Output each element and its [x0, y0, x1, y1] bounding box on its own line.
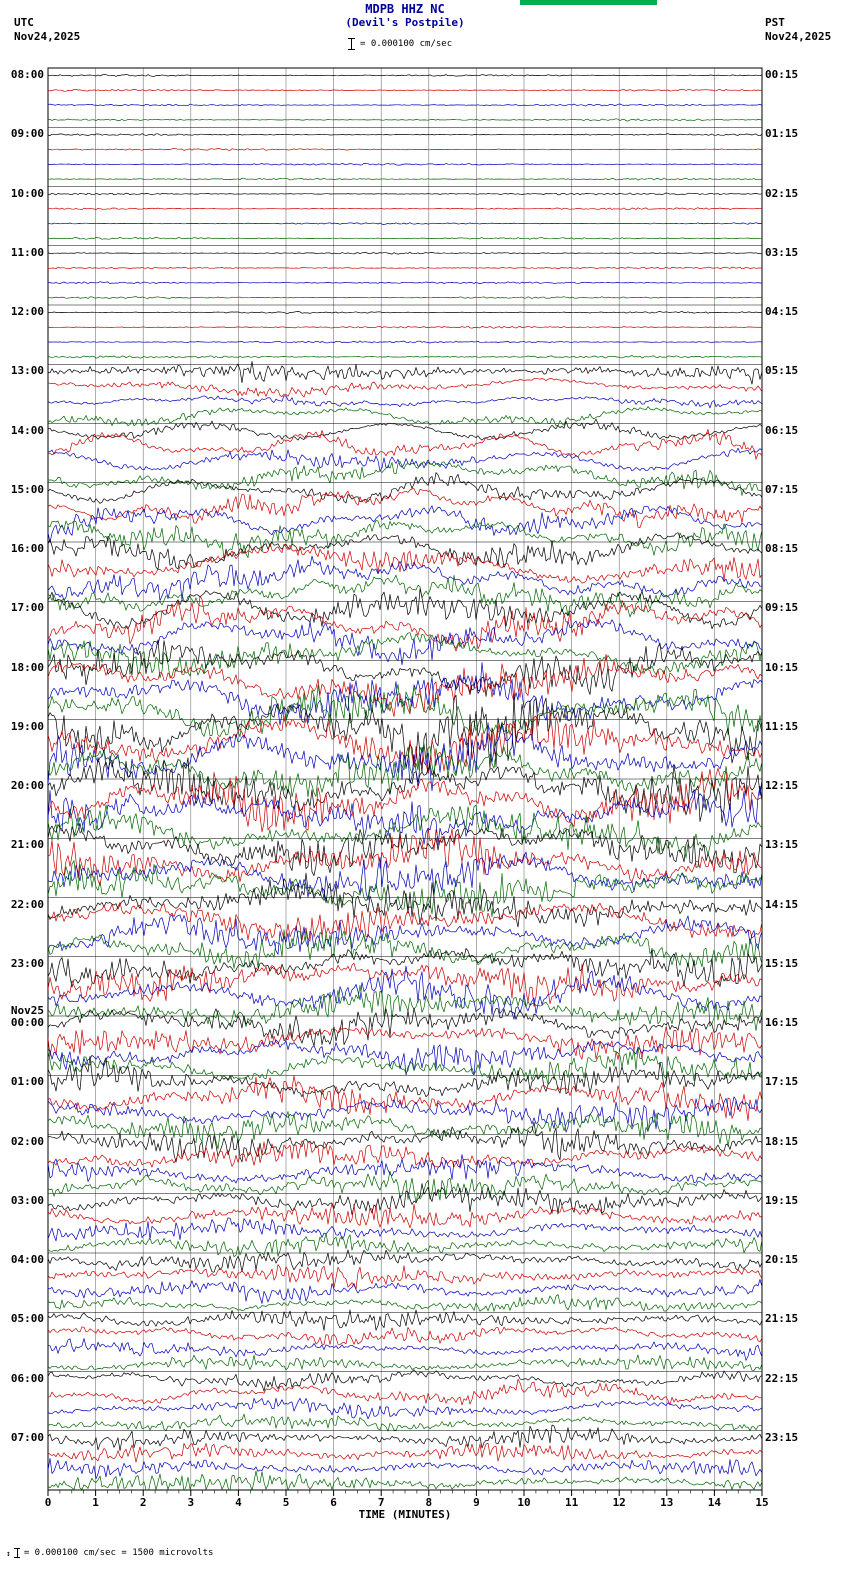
- x-tick-label: 4: [235, 1496, 242, 1509]
- timezone-left-label: UTC: [14, 16, 34, 29]
- pst-hour-label: 15:15: [765, 956, 799, 970]
- utc-hour-label: 07:00: [10, 1430, 44, 1444]
- x-tick-label: 8: [425, 1496, 433, 1509]
- x-axis-title: TIME (MINUTES): [358, 1508, 452, 1521]
- pst-hour-label: 04:15: [765, 305, 799, 318]
- utc-hour-label: 21:00: [10, 838, 44, 852]
- utc-hour-label: 17:00: [10, 601, 44, 615]
- date-right-label: Nov24,2025: [765, 30, 832, 43]
- pst-hour-label: 19:15: [765, 1193, 799, 1207]
- utc-hour-label: 16:00: [10, 542, 44, 555]
- utc-hour-label: 01:00: [10, 1075, 44, 1089]
- pst-hour-label: 20:15: [765, 1253, 799, 1266]
- pst-hour-label: 08:15: [765, 542, 799, 555]
- utc-hour-label: 06:00: [10, 1371, 44, 1385]
- x-tick-label: 1: [92, 1496, 99, 1509]
- utc-hour-label: 19:00: [10, 719, 44, 733]
- x-tick-label: 3: [187, 1496, 195, 1509]
- pst-hour-label: 17:15: [765, 1075, 799, 1089]
- pst-hour-label: 12:15: [765, 779, 799, 792]
- utc-hour-label: 09:00: [10, 127, 44, 141]
- utc-hour-label: 15:00: [10, 482, 44, 496]
- pst-hour-label: 18:15: [765, 1134, 799, 1148]
- pst-hour-label: 00:15: [765, 68, 799, 81]
- pst-hour-label: 03:15: [765, 245, 799, 259]
- pst-hour-label: 01:15: [765, 127, 799, 141]
- pst-hour-label: 22:15: [765, 1371, 799, 1385]
- utc-hour-label: 11:00: [10, 245, 44, 259]
- pst-hour-label: 13:15: [765, 838, 799, 852]
- utc-hour-label: 14:00: [10, 423, 44, 437]
- x-tick-label: 14: [707, 1496, 722, 1509]
- pst-hour-label: 10:15: [765, 660, 799, 674]
- pst-hour-label: 06:15: [765, 423, 799, 437]
- x-tick-label: 15: [755, 1496, 769, 1509]
- utc-hour-label: 05:00: [10, 1312, 44, 1326]
- utc-hour-label: 18:00: [10, 660, 44, 674]
- pst-hour-label: 16:15: [765, 1016, 799, 1029]
- pst-hour-label: 05:15: [765, 364, 799, 378]
- pst-hour-label: 23:15: [765, 1430, 799, 1444]
- x-tick-label: 7: [377, 1496, 385, 1509]
- x-tick-label: 10: [517, 1496, 531, 1509]
- pst-hour-label: 14:15: [765, 897, 799, 911]
- scale-legend: = 0.000100 cm/sec: [348, 38, 452, 50]
- footer-scale-bar-icon: [13, 1548, 21, 1558]
- x-tick-label: 9: [473, 1496, 480, 1509]
- pst-hour-label: 11:15: [765, 719, 799, 733]
- x-tick-label: 2: [139, 1496, 147, 1509]
- utc-hour-label: 22:00: [10, 897, 44, 911]
- footer-scale-note: ↕ = 0.000100 cm/sec = 1500 microvolts: [6, 1548, 213, 1558]
- station-subtitle: (Devil's Postpile): [345, 16, 465, 29]
- x-tick-label: 12: [612, 1496, 626, 1509]
- utc-hour-label: 20:00: [10, 779, 44, 792]
- pst-hour-label: 02:15: [765, 186, 799, 200]
- utc-hour-label: 03:00: [10, 1193, 44, 1207]
- pst-hour-label: 21:15: [765, 1312, 799, 1326]
- x-tick-label: 6: [330, 1496, 337, 1509]
- utc-hour-label: Nov25 00:00: [10, 1004, 44, 1029]
- footer-note-text: = 0.000100 cm/sec = 1500 microvolts: [23, 1548, 214, 1558]
- station-title: MDPB HHZ NC: [365, 2, 445, 16]
- utc-hour-label: 08:00: [10, 68, 44, 81]
- utc-hour-label: 10:00: [10, 186, 44, 200]
- utc-hour-label: 13:00: [10, 364, 44, 378]
- scale-bar-icon: [348, 38, 356, 50]
- date-left-label: Nov24,2025: [14, 30, 81, 43]
- x-tick-label: 13: [660, 1496, 674, 1509]
- utc-hour-label: 23:00: [10, 956, 44, 970]
- x-tick-label: 5: [282, 1496, 290, 1509]
- utc-hour-label: 12:00: [10, 305, 44, 318]
- scale-legend-text: = 0.000100 cm/sec: [360, 39, 453, 49]
- timezone-right-label: PST: [765, 16, 785, 29]
- pst-hour-label: 09:15: [765, 601, 799, 615]
- amplitude-arrows-icon: ↕: [6, 1548, 11, 1558]
- x-tick-label: 0: [44, 1496, 52, 1509]
- top-green-bar: [520, 0, 657, 5]
- utc-hour-label: 04:00: [10, 1253, 44, 1266]
- utc-hour-label: 02:00: [10, 1134, 44, 1148]
- x-tick-label: 11: [564, 1496, 579, 1509]
- pst-hour-label: 07:15: [765, 482, 799, 496]
